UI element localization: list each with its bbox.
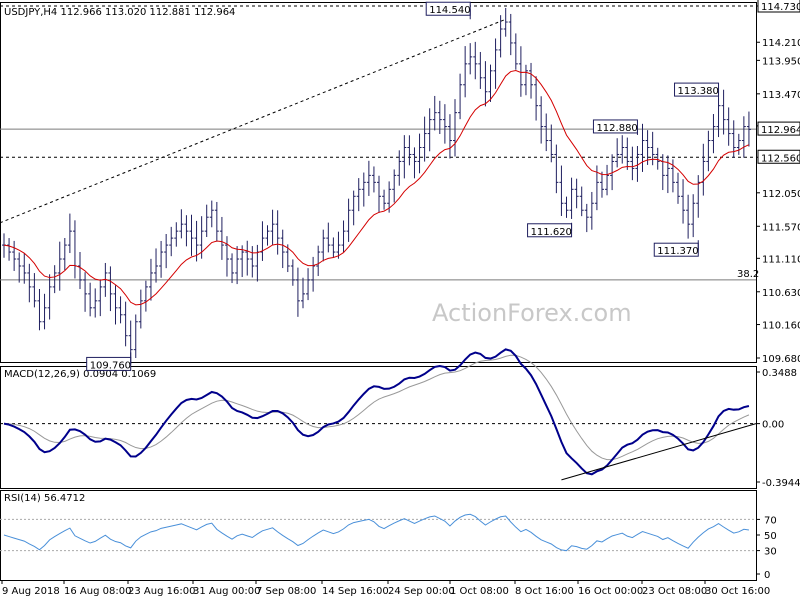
- time-axis-label: 9 Aug 2018: [2, 586, 60, 597]
- macd-axis-label: 0.00: [762, 420, 784, 431]
- macd-axis-label: -0.3944: [762, 478, 800, 489]
- price-level-tag: [757, 149, 800, 164]
- fib-level-label: 38.2: [737, 269, 759, 280]
- time-axis-label: 23 Aug 16:00: [128, 586, 195, 597]
- annotation-label: 112.880: [596, 123, 637, 134]
- time-axis-label: 8 Oct 16:00: [515, 586, 574, 597]
- macd-axis-label: 0.3488: [762, 368, 797, 379]
- main-panel-frame: [0, 2, 757, 363]
- annotation-label: 113.380: [678, 86, 719, 97]
- rsi-axis-label: 0: [764, 570, 770, 581]
- price-axis-label: 111.570: [762, 222, 800, 233]
- macd-title: MACD(12,26,9) 0.0904 0.1069: [4, 369, 156, 380]
- price-level-tag-text: 112.964: [761, 125, 800, 136]
- watermark-text: ActionForex.com: [432, 299, 632, 327]
- annotation-box: [425, 1, 471, 16]
- rsi-line: [3, 513, 749, 552]
- price-axis-label: 113.950: [762, 56, 800, 67]
- main-chart-title: USDJPY,H4 112.966 113.020 112.881 112.96…: [4, 7, 235, 18]
- macd-signal-line: [3, 354, 750, 461]
- trend-line-dashed: [0, 18, 506, 224]
- moving-average-line: [3, 70, 750, 306]
- rsi-axis-label: 70: [764, 515, 777, 526]
- time-axis-label: 1 Oct 08:00: [450, 586, 509, 597]
- time-axis-label: 30 Oct 16:00: [705, 586, 770, 597]
- annotation-label: 111.620: [531, 227, 572, 238]
- price-axis-label: 113.470: [762, 90, 800, 101]
- macd-panel-frame: [0, 366, 757, 489]
- annotation-label: 114.540: [429, 5, 470, 16]
- time-axis-label: 23 Oct 08:00: [642, 586, 707, 597]
- rsi-axis-label: 30: [764, 547, 777, 558]
- price-level-tag-text: 112.560: [761, 153, 800, 164]
- time-axis-label: 14 Sep 16:00: [322, 586, 389, 597]
- price-axis-label: 110.160: [762, 321, 800, 332]
- rsi-panel-frame: [0, 490, 757, 581]
- rsi-axis-label: 50: [764, 531, 777, 542]
- time-axis-label: 16 Oct 00:00: [578, 586, 643, 597]
- time-axis-label: 24 Sep 00:00: [388, 586, 455, 597]
- price-axis-label: 109.680: [762, 354, 800, 365]
- annotation-label: 111.370: [657, 246, 698, 257]
- annotation-box: [592, 119, 638, 134]
- price-axis-label: 114.210: [762, 38, 800, 49]
- annotation-label: 109.760: [90, 360, 131, 371]
- price-level-tag: [757, 0, 800, 13]
- time-axis-label: 31 Aug 00:00: [193, 586, 260, 597]
- time-axis-label: 16 Aug 08:00: [64, 586, 131, 597]
- annotation-box: [674, 82, 720, 97]
- price-level-tag-text: 114.730: [761, 2, 800, 13]
- time-axis-label: 7 Sep 08:00: [256, 586, 316, 597]
- macd-line: [3, 348, 750, 476]
- price-axis-label: 112.050: [762, 189, 800, 200]
- macd-trend-line: [561, 423, 757, 481]
- panel-frames: [0, 2, 757, 581]
- price-axis-label: 110.630: [762, 288, 800, 299]
- price-axis-label: 111.110: [762, 254, 800, 265]
- rsi-title: RSI(14) 56.4712: [4, 493, 85, 504]
- price-level-tag: [757, 121, 800, 136]
